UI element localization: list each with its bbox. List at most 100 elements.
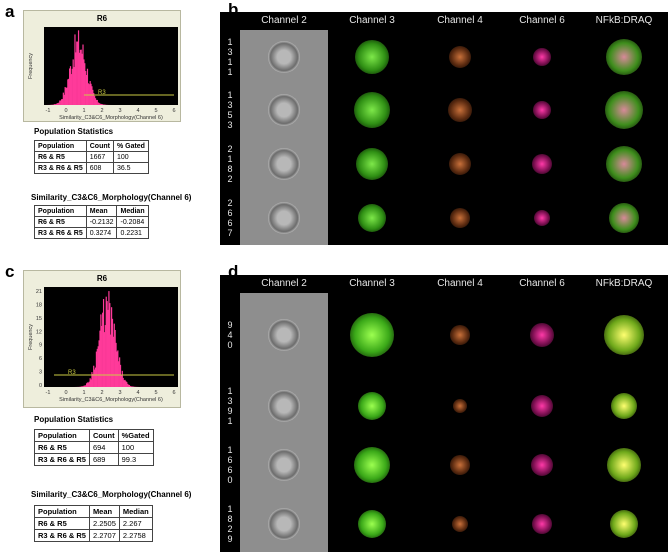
histogram-bar xyxy=(86,382,89,387)
cell: 689 xyxy=(88,453,119,466)
brightfield-image xyxy=(240,377,328,435)
col-median: Median xyxy=(118,505,153,518)
cell-brightfield xyxy=(268,148,300,180)
histogram-bar xyxy=(82,44,84,105)
histogram-bar xyxy=(77,41,79,105)
fluorescence-cell xyxy=(605,91,643,129)
cell-brightfield xyxy=(268,319,300,351)
gate-label: R3 xyxy=(68,370,76,376)
cell: 2.2505 xyxy=(88,517,120,530)
brightfield-image xyxy=(240,293,328,377)
brightfield-image xyxy=(240,191,328,245)
cell: 694 xyxy=(88,441,119,454)
x-axis-label: Similarity_C3&C6_Morphology(Channel 6) xyxy=(59,397,163,403)
object-id-digit: 3 xyxy=(227,100,233,110)
brightfield-image xyxy=(240,137,328,191)
fluorescence-cell xyxy=(448,98,472,122)
cell-brightfield xyxy=(268,202,300,234)
histogram-bar xyxy=(131,386,133,387)
x-tick-label: 1 xyxy=(82,108,85,114)
brightfield-image xyxy=(240,495,328,552)
population-statistics-heading: Population Statistics xyxy=(34,415,114,424)
object-id-digit: 9 xyxy=(227,320,233,330)
fluorescence-cell xyxy=(606,38,642,75)
histogram-bar xyxy=(111,307,113,387)
histogram-bar xyxy=(94,369,96,387)
histogram-bar xyxy=(54,104,56,105)
x-tick-label: 5 xyxy=(154,390,157,396)
cell-brightfield xyxy=(268,94,300,126)
histogram-bar xyxy=(120,374,123,387)
col-mean: Mean xyxy=(85,205,118,217)
histogram-a: R6 R3 -1 0 1 2 3 4 5 6 Similarity_C3&C6_Morpholog… xyxy=(23,10,181,122)
histogram-bar xyxy=(103,332,106,387)
histogram-bar xyxy=(58,102,60,105)
fluorescence-cell xyxy=(530,323,554,347)
histogram-bar xyxy=(92,89,94,105)
table-row: R6 & R5 2.2505 2.267 xyxy=(34,517,153,530)
histogram-bar xyxy=(64,87,66,105)
image-gallery-d: Channel 2 Channel 3 Channel 4 Channel 6 NFkB… xyxy=(220,275,668,552)
histogram-bar xyxy=(94,367,97,387)
histogram-bar xyxy=(128,384,131,387)
fluorescence-cell xyxy=(358,509,386,538)
histogram-bar xyxy=(113,323,115,387)
fluorescence-cell xyxy=(350,313,394,357)
panel-label-c: c xyxy=(5,262,15,281)
histogram-bar xyxy=(104,325,106,387)
similarity-table-a: Population Mean Median R6 & R5 -0.2132 -… xyxy=(34,205,149,239)
col-count: Count xyxy=(88,429,119,442)
histogram-bar xyxy=(110,334,112,387)
object-id-digit: 0 xyxy=(227,475,233,485)
x-tick-label: 5 xyxy=(154,108,157,114)
x-tick-label: 2 xyxy=(100,390,103,396)
x-tick-label: -1 xyxy=(46,390,51,396)
histogram-bar xyxy=(74,34,76,105)
histogram-title: R6 xyxy=(96,274,108,283)
x-tick-label: 1 xyxy=(82,390,85,396)
fluorescence-cell xyxy=(532,513,552,534)
histogram-bar xyxy=(98,340,100,387)
histogram-bar xyxy=(102,312,104,387)
histogram-bar xyxy=(59,100,61,105)
cell: 100 xyxy=(112,151,149,163)
histogram-bar xyxy=(95,351,98,387)
y-tick-label: 12 xyxy=(36,329,42,335)
histogram-bar xyxy=(72,59,74,105)
histogram-bar xyxy=(62,92,64,105)
histogram-c-plot: R3-1 0 1 2 3 4 5 6211815129630Similarity_C3&C6_… xyxy=(28,287,178,403)
histogram-bar xyxy=(96,348,98,387)
histogram-bar xyxy=(94,95,96,105)
image-gallery-b: Channel 2 Channel 3 Channel 4 Channel 6 NFkB… xyxy=(220,12,668,245)
cell-brightfield xyxy=(268,390,300,422)
y-tick-label: 9 xyxy=(39,343,42,349)
histogram-bar xyxy=(71,68,73,105)
x-tick-label: 6 xyxy=(172,390,175,396)
histogram-bar xyxy=(99,103,101,105)
y-tick-label: 15 xyxy=(36,316,42,322)
channel-header: NFkB:DRAQ xyxy=(595,278,653,289)
col-gated: % Gated xyxy=(112,140,149,152)
histogram-bar xyxy=(127,383,129,387)
histogram-bar xyxy=(78,52,81,105)
y-axis-label: Frequency xyxy=(28,324,34,350)
histogram-bar xyxy=(102,104,104,105)
histogram-bar xyxy=(53,104,56,105)
object-id-digit: 1 xyxy=(227,154,233,164)
x-tick-label: 2 xyxy=(100,108,103,114)
histogram-bar xyxy=(101,325,103,387)
histogram-bar xyxy=(65,87,67,105)
col-population: Population xyxy=(34,429,90,442)
histogram-bar xyxy=(85,75,88,105)
histogram-bar xyxy=(63,94,65,105)
object-id-digit: 4 xyxy=(227,330,233,340)
histogram-bar xyxy=(108,291,110,387)
histogram-bar xyxy=(92,373,94,387)
histogram-bar xyxy=(101,103,103,105)
table-row: R3 & R6 & R5 689 99.3 xyxy=(34,453,154,466)
histogram-bar xyxy=(114,329,116,387)
gate-label: R3 xyxy=(98,90,106,96)
y-axis-label: Frequency xyxy=(28,53,34,79)
